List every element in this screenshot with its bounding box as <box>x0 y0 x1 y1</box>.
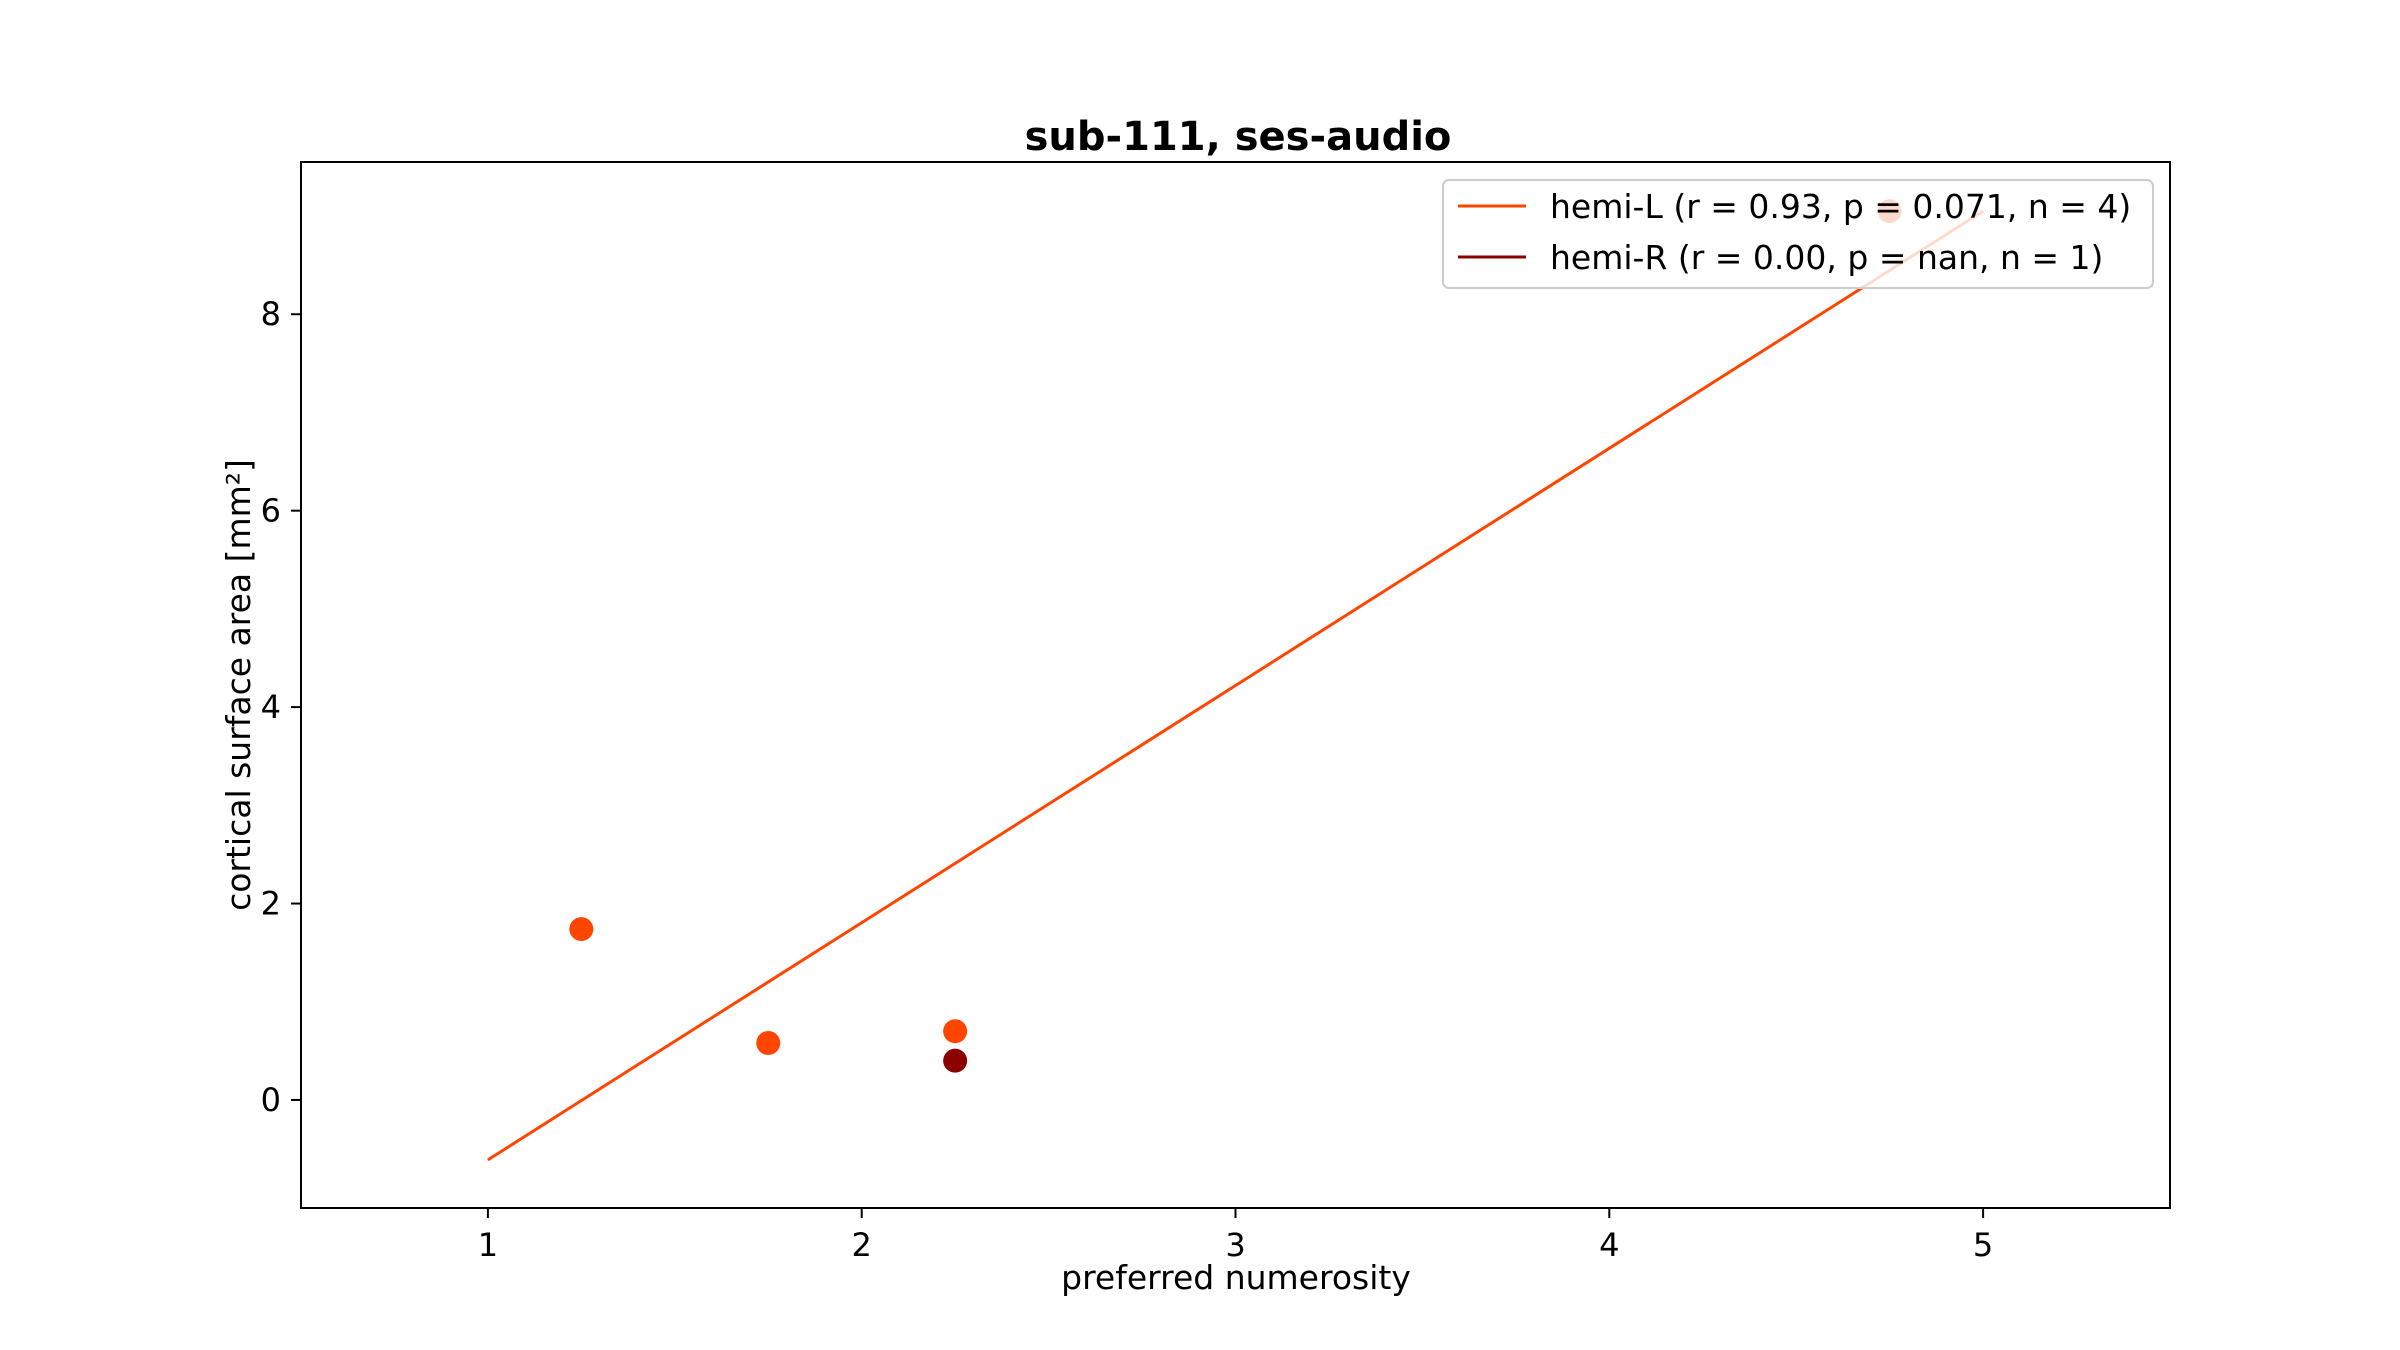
y-axis: 0 2 4 6 8 <box>261 295 301 1119</box>
x-tick-label: 1 <box>478 1226 498 1264</box>
legend-box <box>1442 179 2154 289</box>
x-tick-label: 4 <box>1599 1226 1619 1264</box>
x-axis: 1 2 3 4 5 <box>478 1208 1993 1264</box>
fit-lines <box>487 209 1984 1162</box>
y-axis-label: cortical surface area [mm²] <box>219 459 258 911</box>
data-point-series-0 <box>569 917 594 942</box>
x-tick-label: 3 <box>1225 1226 1245 1264</box>
y-tick-label: 0 <box>261 1081 281 1119</box>
x-axis-label: preferred numerosity <box>1061 1258 1411 1297</box>
data-point-series-0 <box>943 1019 968 1044</box>
y-tick-label: 2 <box>261 885 281 923</box>
y-tick-label: 8 <box>261 295 281 333</box>
data-point-series-1 <box>943 1048 968 1073</box>
legend-label-hemi-l: hemi-L (r = 0.93, p = 0.071, n = 4) <box>1550 187 2131 226</box>
legend-label-hemi-r: hemi-R (r = 0.00, p = nan, n = 1) <box>1550 238 2103 277</box>
x-tick-label: 5 <box>1973 1226 1993 1264</box>
fit-line-series-0 <box>487 209 1984 1162</box>
y-tick-label: 4 <box>261 688 281 726</box>
x-tick-label: 2 <box>852 1226 872 1264</box>
legend: hemi-L (r = 0.93, p = 0.071, n = 4) hemi… <box>1442 179 2154 289</box>
y-tick-label: 6 <box>261 492 281 530</box>
chart-title: sub-111, ses-audio <box>1025 114 1452 160</box>
data-point-series-0 <box>756 1030 781 1055</box>
data-points <box>569 199 1902 1073</box>
